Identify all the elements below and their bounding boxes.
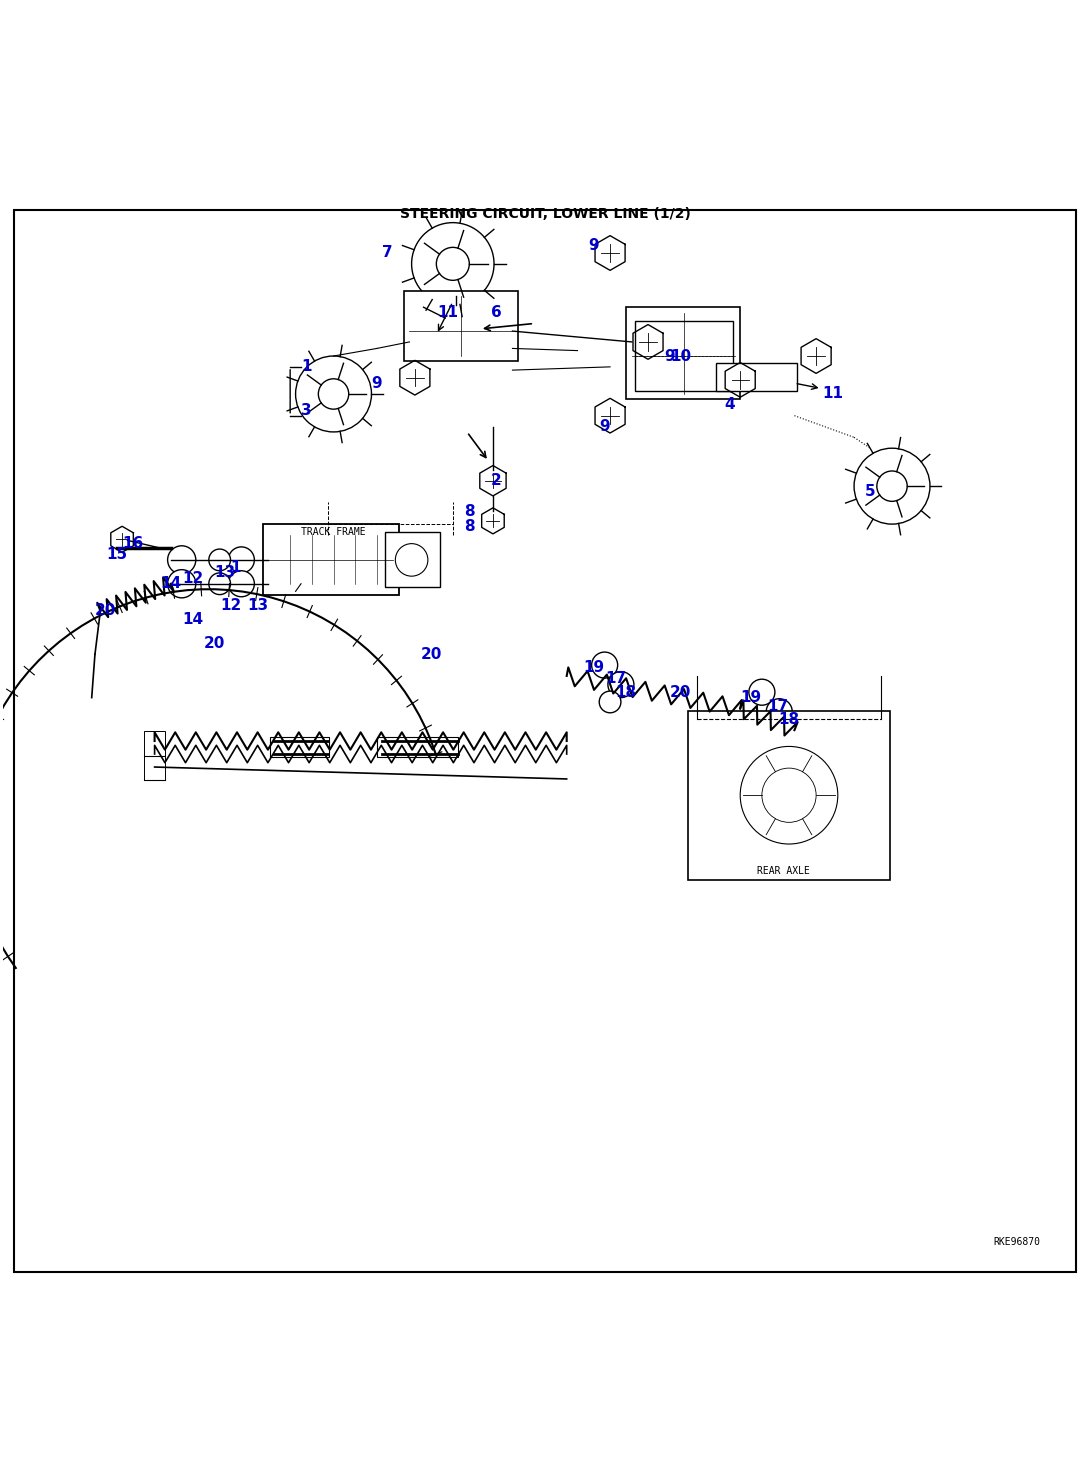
Circle shape bbox=[592, 652, 618, 679]
Text: TRACK FRAME: TRACK FRAME bbox=[301, 526, 366, 536]
FancyBboxPatch shape bbox=[385, 532, 439, 587]
Text: 2: 2 bbox=[490, 473, 501, 488]
Circle shape bbox=[228, 547, 254, 574]
Text: 5: 5 bbox=[865, 485, 875, 499]
Text: 12: 12 bbox=[182, 571, 203, 585]
Text: 17: 17 bbox=[767, 700, 789, 714]
Circle shape bbox=[209, 548, 230, 571]
Text: 9: 9 bbox=[665, 348, 675, 363]
Text: 6: 6 bbox=[490, 305, 501, 320]
Text: 16: 16 bbox=[122, 536, 144, 551]
Text: 14: 14 bbox=[182, 612, 203, 627]
Text: 19: 19 bbox=[740, 691, 762, 705]
Text: 20: 20 bbox=[421, 646, 441, 662]
Circle shape bbox=[749, 679, 775, 705]
Text: 12: 12 bbox=[220, 597, 241, 614]
Bar bbox=[144, 731, 166, 780]
Text: 15: 15 bbox=[106, 547, 128, 562]
Text: 8: 8 bbox=[463, 519, 474, 534]
Bar bbox=[269, 737, 329, 757]
Text: 4: 4 bbox=[724, 397, 735, 412]
Text: 9: 9 bbox=[589, 239, 600, 253]
Text: RKE96870: RKE96870 bbox=[993, 1237, 1040, 1246]
Circle shape bbox=[766, 698, 792, 725]
Text: 11: 11 bbox=[822, 387, 843, 402]
Bar bbox=[377, 737, 458, 757]
Circle shape bbox=[228, 571, 254, 597]
FancyBboxPatch shape bbox=[627, 307, 740, 400]
Circle shape bbox=[608, 671, 634, 698]
Text: 9: 9 bbox=[372, 375, 383, 391]
FancyBboxPatch shape bbox=[716, 363, 797, 391]
Text: 13: 13 bbox=[247, 597, 268, 614]
Text: 1: 1 bbox=[231, 560, 241, 575]
Circle shape bbox=[600, 691, 621, 713]
Text: 10: 10 bbox=[670, 348, 691, 363]
FancyBboxPatch shape bbox=[688, 711, 889, 880]
Text: 1: 1 bbox=[301, 359, 312, 375]
Circle shape bbox=[756, 717, 778, 740]
Text: 14: 14 bbox=[160, 576, 181, 591]
Text: 20: 20 bbox=[204, 636, 225, 651]
Text: 8: 8 bbox=[463, 504, 474, 519]
Text: 18: 18 bbox=[616, 685, 637, 700]
Bar bbox=[635, 320, 732, 391]
Text: 17: 17 bbox=[605, 670, 626, 686]
FancyBboxPatch shape bbox=[263, 525, 399, 594]
Text: 11: 11 bbox=[437, 305, 458, 320]
Text: 20: 20 bbox=[95, 603, 117, 618]
Circle shape bbox=[168, 569, 196, 597]
Text: 20: 20 bbox=[670, 685, 691, 700]
Text: 19: 19 bbox=[583, 659, 604, 674]
Text: REAR AXLE: REAR AXLE bbox=[758, 865, 810, 876]
Text: 7: 7 bbox=[383, 246, 393, 261]
Text: STEERING CIRCUIT, LOWER LINE (1/2): STEERING CIRCUIT, LOWER LINE (1/2) bbox=[400, 207, 690, 221]
Text: 13: 13 bbox=[215, 566, 235, 581]
Text: 9: 9 bbox=[600, 419, 610, 434]
Text: 3: 3 bbox=[301, 403, 312, 418]
Circle shape bbox=[209, 574, 230, 594]
FancyBboxPatch shape bbox=[404, 290, 518, 362]
Circle shape bbox=[168, 545, 196, 574]
Text: 18: 18 bbox=[778, 711, 800, 726]
